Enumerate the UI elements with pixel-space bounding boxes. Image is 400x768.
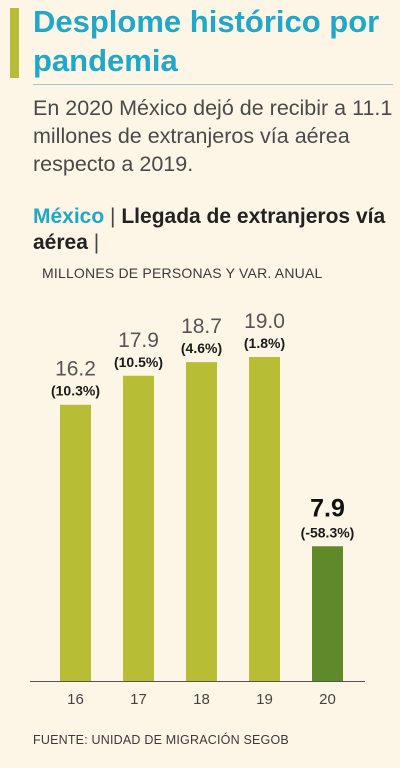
change-label-16: (10.3%) [51,383,100,399]
chart-title-main: Llegada de extranjeros vía aérea [33,205,386,254]
headline: Desplome histórico por pandemia [33,4,380,78]
bar-19 [249,357,280,681]
chart-units-label: MILLONES DE PERSONAS Y VAR. ANUAL [42,265,323,281]
chart-title-trailing-separator: | [93,231,100,254]
value-label-17: 17.9 [118,329,159,352]
change-label-18: (4.6%) [181,340,222,356]
chart-title-separator: | [110,205,116,228]
change-label-20: (-58.3%) [301,524,355,540]
value-label-20: 7.9 [310,494,345,522]
x-tick-label-16: 16 [67,691,84,708]
x-tick-label-17: 17 [130,691,147,708]
value-label-18: 18.7 [181,315,222,338]
bar-20 [312,546,343,681]
x-tick-label-18: 18 [193,691,210,708]
deck-text: En 2020 México dejó de recibir a 11.1 mi… [33,96,393,176]
headline-divider [33,84,393,85]
source-note: FUENTE: UNIDAD DE MIGRACIÓN SEGOB [33,733,289,747]
x-tick-label-20: 20 [319,691,336,708]
chart-title: México | Llegada de extranjeros vía aére… [33,204,393,256]
x-tick-label-19: 19 [256,691,273,708]
bar-17 [123,375,154,681]
bar-18 [186,362,217,681]
accent-bar [10,8,19,78]
change-label-19: (1.8%) [244,335,285,351]
change-label-17: (10.5%) [114,354,163,370]
chart-title-country: México [33,205,105,228]
value-label-16: 16.2 [55,358,96,381]
value-label-19: 19.0 [244,310,285,333]
bar-16 [60,404,91,681]
